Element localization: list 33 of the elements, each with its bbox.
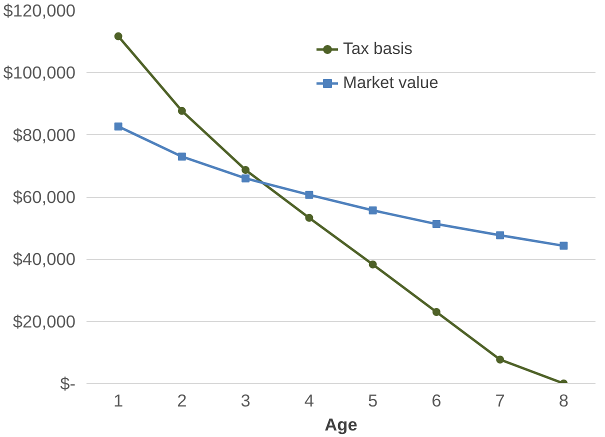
point bbox=[496, 231, 504, 240]
point bbox=[560, 242, 568, 250]
point bbox=[242, 174, 250, 182]
point bbox=[496, 356, 504, 364]
point bbox=[368, 206, 377, 214]
point bbox=[432, 308, 440, 316]
y-tick-label: $60,000 bbox=[12, 187, 76, 207]
x-tick-label: 7 bbox=[495, 390, 505, 410]
x-tick-label: 2 bbox=[177, 390, 187, 410]
point bbox=[178, 152, 186, 161]
legend-label: Market value bbox=[343, 73, 438, 93]
point bbox=[368, 260, 377, 268]
x-axis-title: Age bbox=[324, 414, 358, 434]
point bbox=[178, 106, 186, 115]
x-tick-label: 5 bbox=[368, 390, 378, 410]
x-tick-label: 1 bbox=[113, 390, 124, 410]
x-tick-label: 6 bbox=[432, 390, 442, 410]
y-tick-label: $20,000 bbox=[12, 311, 76, 332]
x-tick-label: 8 bbox=[558, 390, 569, 410]
point bbox=[242, 166, 250, 174]
point bbox=[432, 220, 440, 228]
x-tick-label: 3 bbox=[240, 390, 250, 410]
point bbox=[305, 214, 314, 222]
x-tick-label: 4 bbox=[304, 390, 314, 410]
y-tick-label: $- bbox=[60, 374, 76, 394]
legend-label: Tax basis bbox=[343, 39, 412, 59]
point bbox=[305, 190, 314, 199]
y-tick-label: $40,000 bbox=[12, 249, 76, 270]
point bbox=[114, 122, 122, 130]
y-tick-label: $80,000 bbox=[12, 124, 76, 145]
point bbox=[114, 32, 122, 40]
y-tick-label: $120,000 bbox=[3, 0, 76, 20]
y-tick-label: $100,000 bbox=[3, 62, 76, 83]
